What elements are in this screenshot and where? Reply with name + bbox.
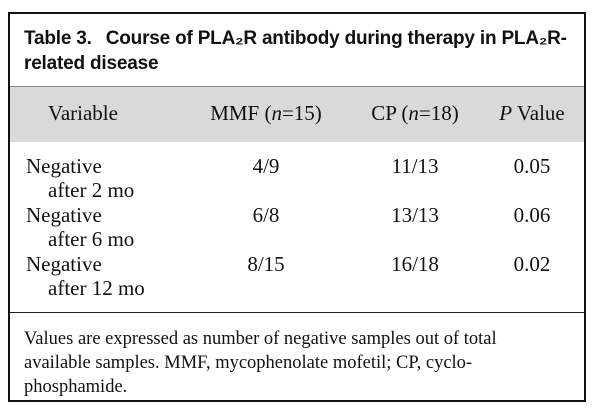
- table-title: Table 3. Course of PLA₂R antibody during …: [10, 14, 584, 86]
- row-cp-value: 16/18: [391, 252, 439, 276]
- row-p-value: 0.05: [513, 154, 551, 178]
- row-variable-line2: after 2 mo: [48, 178, 135, 202]
- table-body: Negative after 2 mo 4/9 11/13 0.05 Negat…: [10, 142, 584, 310]
- table-frame: Table 3. Course of PLA₂R antibody during …: [8, 12, 586, 402]
- row-variable-line1: Negative: [26, 252, 102, 276]
- footnote-line-2: available samples. MMF, mycophenolate mo…: [24, 353, 473, 373]
- row-cp-value: 11/13: [391, 154, 439, 178]
- row-mmf-value: 4/9: [252, 154, 280, 178]
- table-row: Negative after 6 mo 6/8 13/13 0.06: [10, 203, 584, 253]
- row-variable-line1: Negative: [26, 203, 102, 227]
- header-p-value-text: P Value: [499, 101, 565, 125]
- table-footnote: Values are expressed as number of negati…: [10, 312, 584, 402]
- header-cp-text: CP (n=18): [371, 101, 459, 125]
- table-label: Table 3.: [24, 28, 92, 49]
- row-variable-line2: after 6 mo: [48, 227, 135, 251]
- header-mmf: MMF (n=15): [200, 101, 332, 126]
- table-title-text: Course of PLA₂R antibody during therapy …: [105, 28, 567, 49]
- row-variable-line2: after 12 mo: [48, 276, 145, 300]
- footnote-line-1: Values are expressed as number of negati…: [24, 329, 497, 349]
- footnote-line-3: phosphamide.: [24, 377, 128, 397]
- table-title-line-1: Table 3. Course of PLA₂R antibody during …: [24, 26, 570, 51]
- header-mmf-text: MMF (n=15): [210, 101, 322, 125]
- header-variable: Variable: [48, 101, 118, 125]
- row-mmf-value: 6/8: [252, 203, 280, 227]
- row-p-value: 0.02: [513, 252, 551, 276]
- row-mmf-value: 8/15: [247, 252, 285, 276]
- row-p-value: 0.06: [513, 203, 551, 227]
- table-row: Negative after 12 mo 8/15 16/18 0.02: [10, 252, 584, 302]
- table-title-line-2: related disease: [24, 53, 159, 74]
- header-cp: CP (n=18): [355, 101, 475, 126]
- table-row: Negative after 2 mo 4/9 11/13 0.05: [10, 154, 584, 204]
- row-cp-value: 13/13: [391, 203, 439, 227]
- row-variable-line1: Negative: [26, 154, 102, 178]
- table-header-row: Variable MMF (n=15) CP (n=18) P Value: [10, 86, 584, 142]
- header-p-value: P Value: [484, 101, 580, 126]
